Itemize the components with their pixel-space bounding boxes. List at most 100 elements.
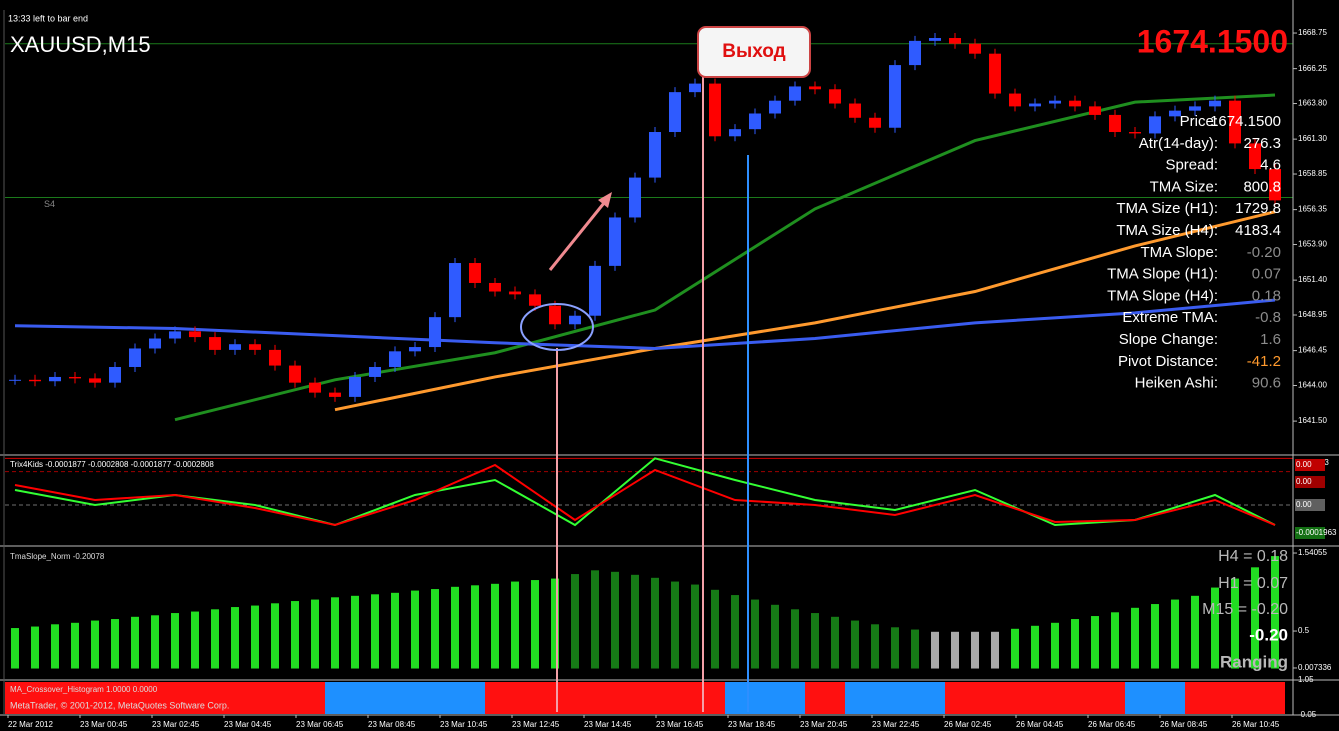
candle [849, 103, 861, 118]
signal-bar [845, 682, 865, 714]
candle [489, 282, 501, 292]
panel-title: Trix4Kids -0.0001877 -0.0002808 -0.00018… [10, 460, 214, 469]
info-label: TMA Slope (H4): [1107, 287, 1218, 304]
time-label: 23 Mar 02:45 [152, 720, 200, 729]
histogram-bar [1231, 578, 1239, 669]
histogram-bar [371, 594, 379, 669]
time-label: 23 Mar 06:45 [296, 720, 344, 729]
signal-bar [185, 682, 205, 714]
indicator-line [14, 457, 1276, 527]
info-value: 4.6 [1260, 157, 1281, 174]
y-tick-label: 1644.00 [1298, 381, 1327, 390]
histogram-bar [951, 631, 959, 669]
candle [1189, 106, 1201, 111]
indicator-line [14, 298, 1276, 350]
signal-bar [745, 682, 765, 714]
slope-text: H1 = 0.07 [1218, 575, 1288, 592]
signal-bar [165, 682, 185, 714]
histogram-bar [1271, 556, 1279, 669]
exit-box [697, 26, 811, 78]
candle [149, 338, 161, 349]
signal-bar [1085, 682, 1105, 714]
info-label: Heiken Ashi: [1135, 375, 1218, 392]
histogram-bar [1171, 599, 1179, 669]
candle [129, 348, 141, 367]
time-label: 26 Mar 10:45 [1232, 720, 1280, 729]
time-label: 26 Mar 06:45 [1088, 720, 1136, 729]
info-label: TMA Slope: [1140, 244, 1218, 261]
candle [669, 92, 681, 133]
y-tick-label: 1668.75 [1298, 28, 1327, 37]
signal-bar [385, 682, 405, 714]
signal-bar [1165, 682, 1185, 714]
candle [509, 291, 521, 295]
arrow-head [598, 192, 612, 208]
signal-bar [905, 682, 925, 714]
histogram-bar [871, 624, 879, 669]
candle [1209, 100, 1221, 107]
histogram-bar [1191, 595, 1199, 669]
candle [89, 378, 101, 383]
info-label: TMA Size: [1150, 178, 1218, 195]
histogram-bar [611, 571, 619, 669]
y-tick-label: 1648.95 [1298, 310, 1327, 319]
indicator-line [334, 210, 1276, 412]
candle [269, 349, 281, 366]
histogram-bar [211, 609, 219, 669]
info-label: Price: [1180, 113, 1218, 130]
signal-bar [685, 682, 705, 714]
info-value: 0.07 [1252, 266, 1281, 283]
histogram-bar [331, 597, 339, 669]
histogram-bar [391, 592, 399, 669]
histogram-bar [491, 583, 499, 669]
panel-title: TmaSlope_Norm -0.20078 [10, 552, 105, 561]
slope-text: -0.20 [1249, 625, 1288, 644]
histogram-bar [971, 631, 979, 669]
y-tick-label: 1641.50 [1298, 416, 1327, 425]
histogram-bar [411, 590, 419, 669]
info-value: 0.18 [1252, 287, 1281, 304]
signal-bar [545, 682, 565, 714]
signal-bar [1145, 682, 1165, 714]
signal-bar [445, 682, 465, 714]
axis-label-box [1295, 499, 1325, 511]
histogram-bar [1051, 622, 1059, 669]
signal-bar [125, 682, 145, 714]
histogram-bar [991, 631, 999, 669]
histogram-bar [1111, 612, 1119, 669]
signal-bar [785, 682, 805, 714]
y-tick-label: 1653.90 [1298, 240, 1327, 249]
candle [1089, 106, 1101, 115]
histogram-bar [731, 595, 739, 669]
candle [469, 263, 481, 283]
signal-bar [1205, 682, 1225, 714]
signal-bar [5, 682, 25, 714]
histogram-bar [651, 577, 659, 669]
axis-label-box [1295, 527, 1325, 539]
candle [69, 376, 81, 379]
histogram-bar [1211, 587, 1219, 669]
signal-bar [145, 682, 165, 714]
signal-bar [1045, 682, 1065, 714]
info-value: 1674.1500 [1210, 113, 1281, 130]
signal-bar [45, 682, 65, 714]
signal-bar [345, 682, 365, 714]
signal-bar [25, 682, 45, 714]
histogram-bar [891, 627, 899, 669]
signal-bar [205, 682, 225, 714]
candle [229, 344, 241, 350]
candle [629, 177, 641, 218]
histogram-bar [1151, 604, 1159, 669]
histogram-bar [471, 585, 479, 669]
histogram-bar [351, 595, 359, 669]
signal-bar [525, 682, 545, 714]
histogram-bar [1091, 616, 1099, 669]
signal-bar [425, 682, 445, 714]
histogram-bar [291, 601, 299, 669]
histogram-bar [711, 589, 719, 669]
candle [889, 65, 901, 128]
candle [949, 38, 961, 44]
candle [789, 86, 801, 101]
candle [9, 379, 21, 381]
